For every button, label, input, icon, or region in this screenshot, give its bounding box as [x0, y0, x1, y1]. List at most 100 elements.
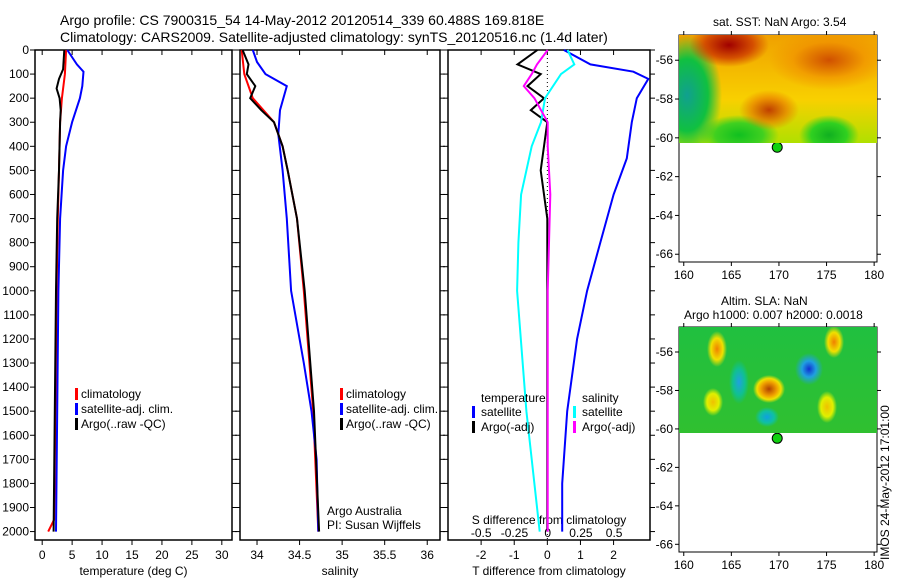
- y-tick-label: 1600: [2, 428, 29, 442]
- sst-map-image: [679, 35, 877, 143]
- series-line-temperature-satellite: [561, 49, 650, 532]
- y-tick-label: 700: [9, 212, 29, 226]
- y-tick-label: 400: [9, 139, 29, 153]
- x-tick-label: 30: [215, 548, 229, 562]
- x-tick-label: 10: [95, 548, 109, 562]
- x-tick-label: 5: [69, 548, 76, 562]
- y-tick-label: 1200: [2, 332, 29, 346]
- sla-map-image: [679, 327, 877, 433]
- legend-swatch: [75, 388, 78, 400]
- map-x-tick-label: 180: [864, 558, 884, 572]
- argo-location-marker: [771, 432, 783, 444]
- y-tick-label: 500: [9, 163, 29, 177]
- panel-frame-temperature: [34, 49, 233, 541]
- legend-swatch: [573, 421, 576, 433]
- x2-tick-label: -0.5: [471, 526, 492, 540]
- legend-heading-salinity: salinity: [582, 391, 619, 405]
- map-y-tick-label: -62: [656, 170, 674, 184]
- x-tick-label: 34: [250, 548, 264, 562]
- map-y-tick-label: -66: [656, 537, 674, 551]
- y-tick-label: 600: [9, 187, 29, 201]
- legend-swatch: [573, 406, 576, 418]
- sst-map-title: sat. SST: NaN Argo: 3.54: [713, 15, 847, 29]
- legend-label: satellite: [582, 405, 623, 419]
- x-tick-label: 25: [185, 548, 199, 562]
- map-x-tick-label: 175: [817, 558, 837, 572]
- y-tick-label: 1500: [2, 404, 29, 418]
- map-y-tick-label: -60: [656, 131, 674, 145]
- legend-label: satellite-adj. clim.: [81, 402, 173, 416]
- y-tick-label: 1300: [2, 356, 29, 370]
- imos-stamp: IMOS 24-May-2012 17:01:00: [878, 405, 892, 560]
- map-x-tick-label: 165: [721, 558, 741, 572]
- x-tick-label: 36: [421, 548, 435, 562]
- y-tick-label: 1100: [3, 308, 29, 322]
- series-line-satellite-adj-clim-: [55, 49, 85, 532]
- y-tick-label: 900: [9, 260, 29, 274]
- series-line-satellite-adj-clim-: [251, 49, 320, 532]
- x2-tick-label: 0.25: [569, 526, 593, 540]
- series-line-argo-raw-qc-: [241, 49, 321, 532]
- x-tick-label: 35.5: [373, 548, 397, 562]
- sla-map-title: Altim. SLA: NaN: [721, 294, 808, 308]
- x-tick-label: -1: [509, 548, 520, 562]
- y-tick-label: 100: [9, 67, 29, 81]
- legend-label: climatology: [346, 387, 406, 401]
- map-y-tick-label: -66: [656, 247, 674, 261]
- legend-swatch: [340, 403, 343, 415]
- x2-tick-label: 0.5: [606, 526, 623, 540]
- map-y-tick-label: -62: [656, 460, 674, 474]
- legend-swatch: [75, 418, 78, 430]
- legend-label: Argo(..raw -QC): [346, 417, 431, 431]
- legend-label: satellite-adj. clim.: [346, 402, 438, 416]
- legend-label: Argo(-adj): [582, 420, 635, 434]
- map-y-tick-label: -58: [656, 383, 674, 397]
- x-axis-label: T difference from climatology: [472, 564, 626, 578]
- legend-label: Argo(-adj): [481, 420, 534, 434]
- sla-map-subtitle: Argo h1000: 0.007 h2000: 0.0018: [684, 308, 863, 322]
- map-x-tick-label: 160: [674, 268, 694, 282]
- map-x-tick-label: 160: [674, 558, 694, 572]
- map-y-tick-label: -60: [656, 422, 674, 436]
- legend-swatch: [472, 406, 475, 418]
- y-tick-label: 200: [9, 91, 29, 105]
- series-line-salinity-argo-adj-: [522, 49, 552, 532]
- annotation-text: Argo Australia: [327, 504, 402, 518]
- legend-label: climatology: [81, 387, 141, 401]
- legend-swatch: [340, 418, 343, 430]
- x-tick-label: 1: [577, 548, 584, 562]
- x-tick-label: 15: [125, 548, 139, 562]
- series-line-salinity-satellite: [516, 49, 576, 532]
- legend-swatch: [75, 403, 78, 415]
- x-tick-label: 20: [155, 548, 169, 562]
- legend-heading-temperature: temperature: [481, 391, 546, 405]
- title-line-2: Climatology: CARS2009. Satellite-adjuste…: [60, 29, 608, 45]
- argo-location-marker: [771, 141, 783, 153]
- y-tick-label: 1800: [2, 476, 29, 490]
- y-tick-label: 2000: [2, 525, 29, 539]
- x2-tick-label: -0.25: [501, 526, 529, 540]
- x-axis-label: temperature (deg C): [79, 564, 187, 578]
- x-tick-label: 0: [39, 548, 46, 562]
- x2-tick-label: 0: [544, 526, 551, 540]
- map-x-tick-label: 180: [864, 268, 884, 282]
- map-y-tick-label: -56: [656, 53, 674, 67]
- x-tick-label: -2: [476, 548, 487, 562]
- map-x-tick-label: 170: [769, 558, 789, 572]
- x-tick-label: 2: [610, 548, 617, 562]
- legend-swatch: [472, 421, 475, 433]
- map-x-tick-label: 165: [721, 268, 741, 282]
- y-tick-label: 300: [9, 115, 29, 129]
- x2-axis-label: S difference from climatology: [472, 513, 627, 527]
- title-line-1: Argo profile: CS 7900315_54 14-May-2012 …: [60, 12, 545, 28]
- x-axis-label: salinity: [322, 564, 359, 578]
- x-tick-label: 35: [335, 548, 349, 562]
- panel-frame-salinity: [239, 49, 441, 541]
- legend-swatch: [340, 388, 343, 400]
- map-y-tick-label: -58: [656, 92, 674, 106]
- series-line-temperature-argo-adj-: [515, 49, 549, 532]
- y-tick-label: 800: [9, 236, 29, 250]
- map-x-tick-label: 170: [769, 268, 789, 282]
- legend-label: Argo(..raw -QC): [81, 417, 166, 431]
